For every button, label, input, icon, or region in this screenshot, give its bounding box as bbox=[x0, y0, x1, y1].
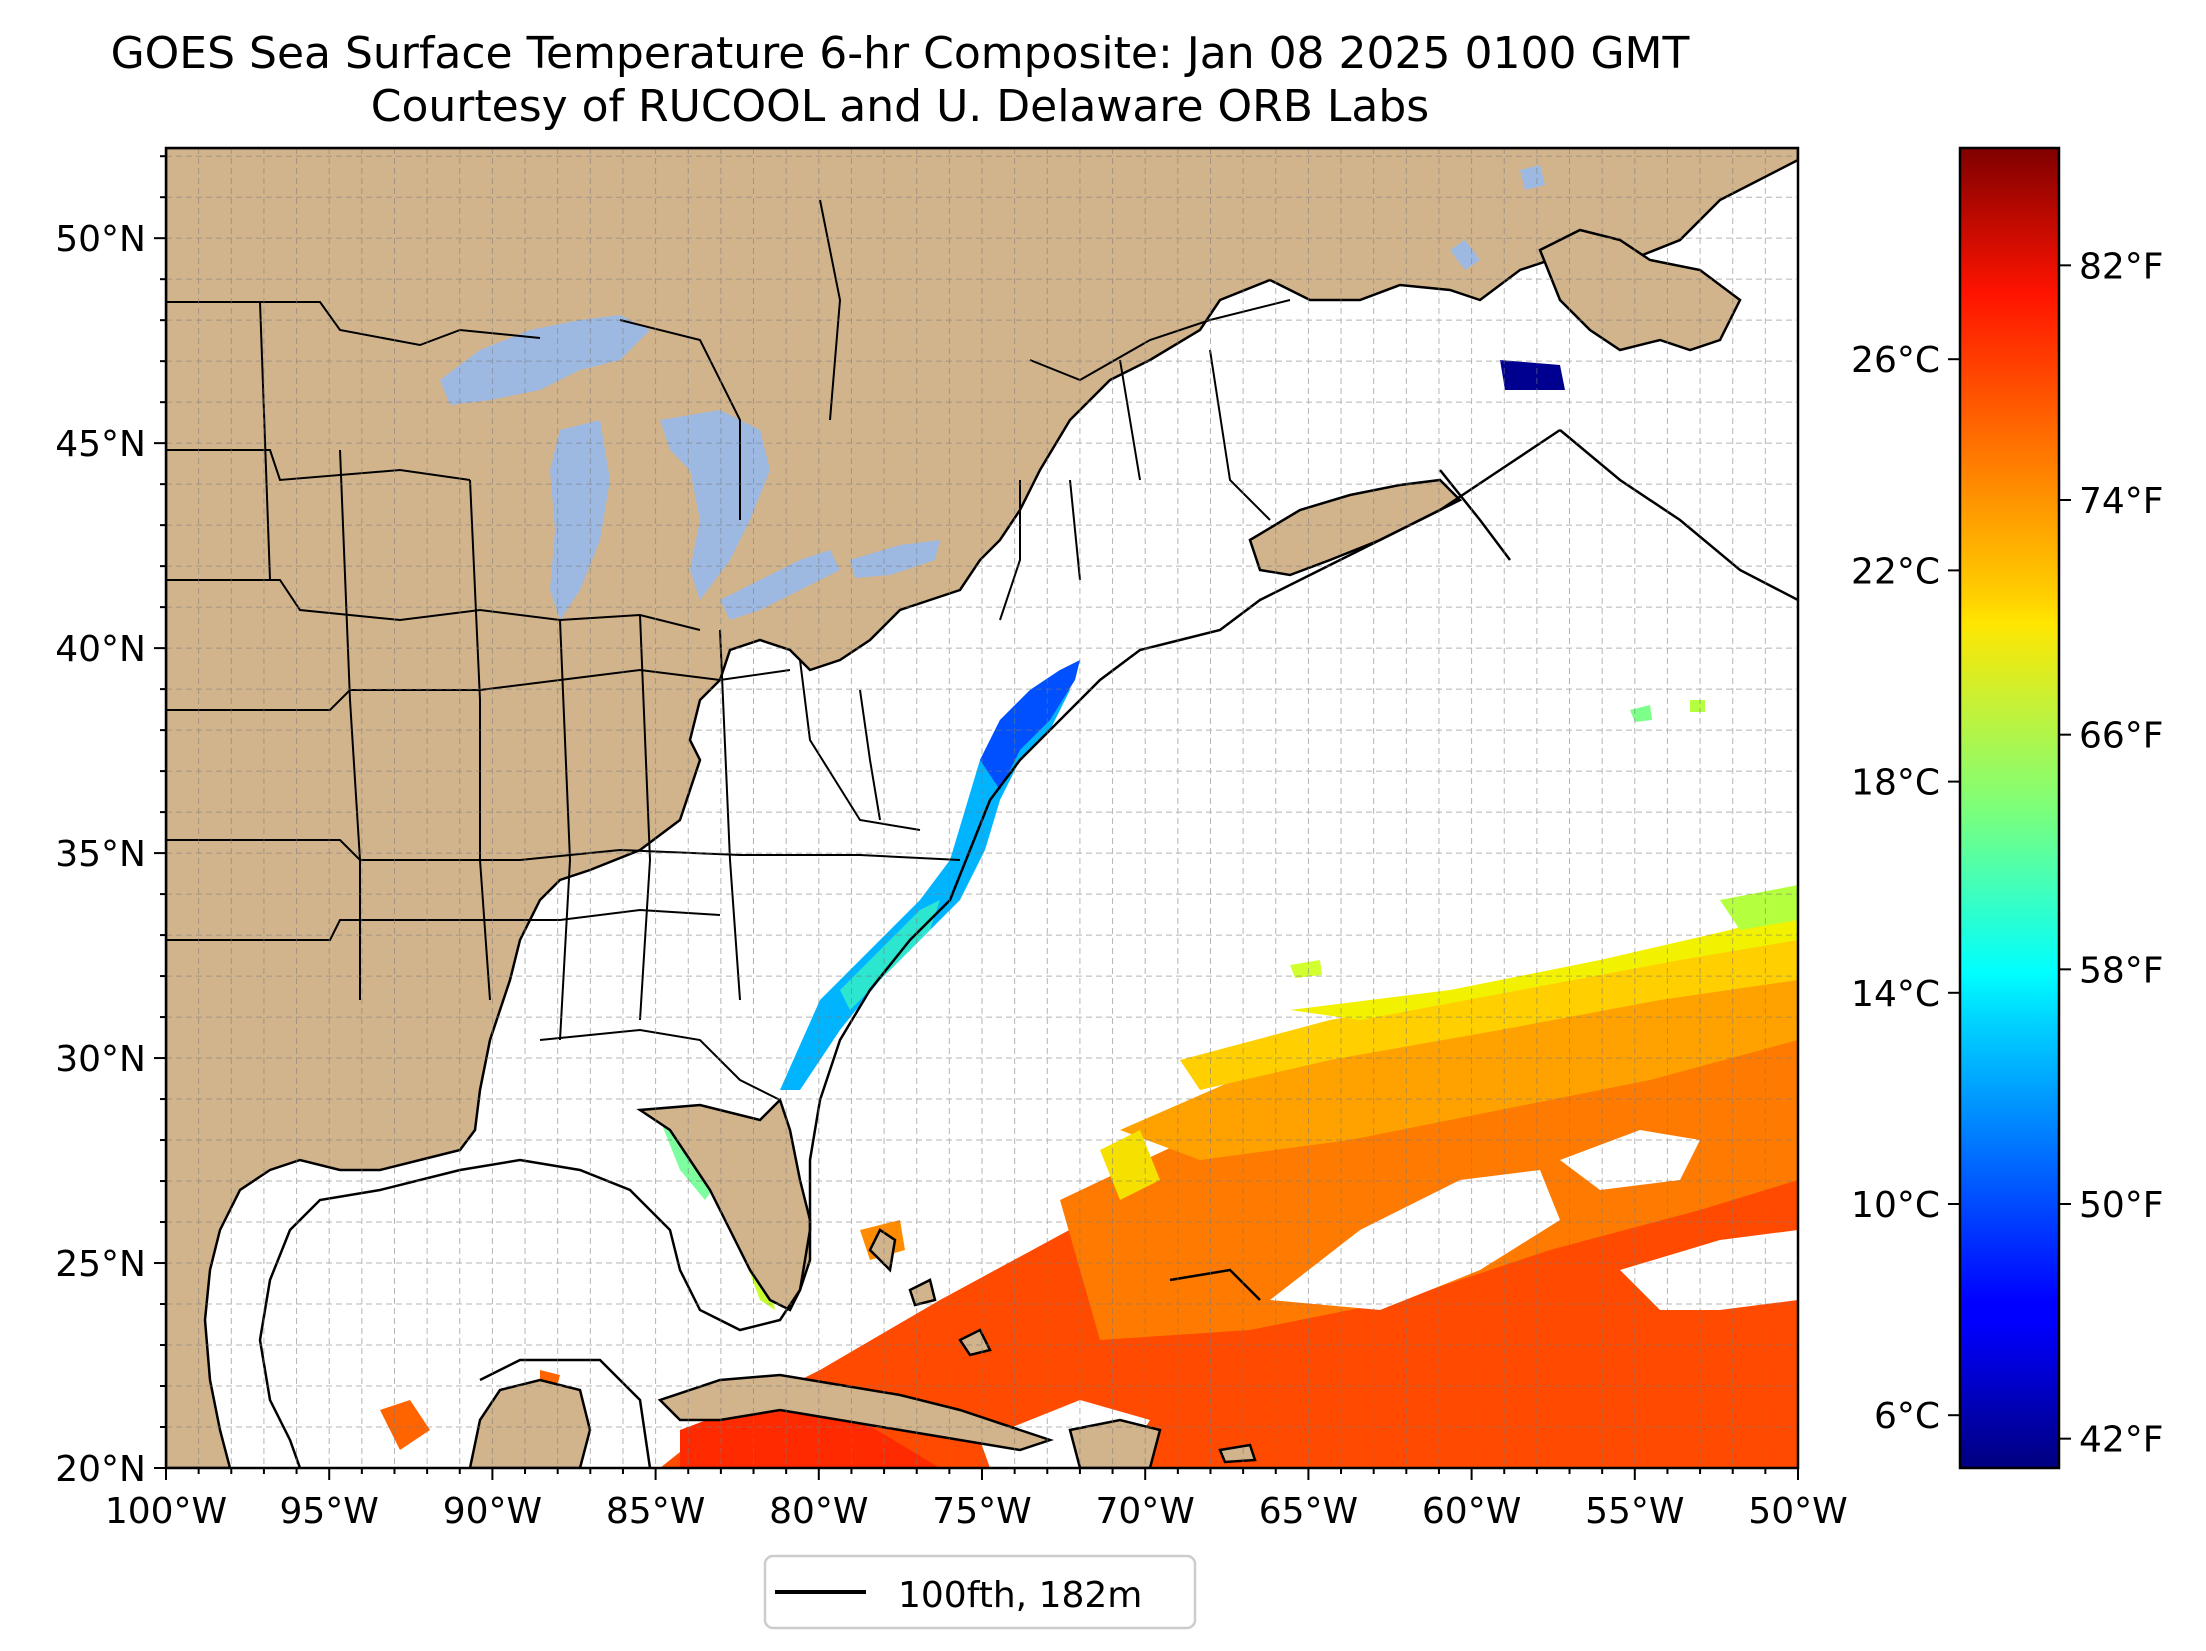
lon-tick-label: 90°W bbox=[443, 1491, 542, 1532]
colorbar-fahrenheit-axis: 42°F 50°F 58°F 66°F 74°F 82°F bbox=[2059, 246, 2164, 1461]
lon-tick-label: 80°W bbox=[769, 1491, 868, 1532]
celsius-tick-label: 22°C bbox=[1851, 551, 1940, 592]
fahrenheit-tick-label: 58°F bbox=[2079, 950, 2164, 991]
lon-tick-label: 55°W bbox=[1585, 1491, 1684, 1532]
fahrenheit-tick-label: 50°F bbox=[2079, 1185, 2164, 1226]
sst-layer bbox=[380, 245, 1798, 1468]
lat-tick-label: 25°N bbox=[55, 1244, 146, 1285]
isobath-100fth bbox=[258, 428, 1798, 1468]
lon-tick-label: 70°W bbox=[1095, 1491, 1194, 1532]
lat-tick-label: 40°N bbox=[55, 629, 146, 670]
celsius-tick-label: 14°C bbox=[1851, 974, 1940, 1015]
lat-tick-label: 20°N bbox=[55, 1449, 146, 1490]
lat-tick-label: 45°N bbox=[55, 424, 146, 465]
lon-tick-label: 85°W bbox=[606, 1491, 705, 1532]
legend-label: 100fth, 182m bbox=[898, 1575, 1142, 1616]
colorbar bbox=[1958, 146, 2061, 1470]
title-line-1: GOES Sea Surface Temperature 6-hr Compos… bbox=[110, 28, 1690, 79]
lat-tick-label: 50°N bbox=[55, 219, 146, 260]
fahrenheit-tick-label: 82°F bbox=[2079, 246, 2164, 287]
lat-tick-label: 30°N bbox=[55, 1039, 146, 1080]
colorbar-celsius-axis: 6°C 10°C 14°C 18°C 22°C 26°C bbox=[1851, 340, 1960, 1437]
fahrenheit-tick-label: 42°F bbox=[2079, 1420, 2164, 1461]
lon-tick-label: 95°W bbox=[279, 1491, 378, 1532]
lon-tick-label: 75°W bbox=[932, 1491, 1031, 1532]
title-line-2: Courtesy of RUCOOL and U. Delaware ORB L… bbox=[370, 81, 1430, 132]
celsius-tick-label: 6°C bbox=[1874, 1396, 1940, 1437]
fahrenheit-tick-label: 74°F bbox=[2079, 481, 2164, 522]
lon-tick-label: 100°W bbox=[105, 1491, 227, 1532]
map-area bbox=[166, 148, 1798, 1468]
longitude-axis: 100°W 95°W 90°W 85°W 80°W 75°W 70°W 65°W 60°W 55°… bbox=[105, 1468, 1848, 1532]
gridlines bbox=[166, 148, 1798, 1468]
celsius-tick-label: 10°C bbox=[1851, 1185, 1940, 1226]
lon-tick-label: 50°W bbox=[1748, 1491, 1847, 1532]
legend-box bbox=[763, 1554, 1197, 1630]
lon-tick-label: 65°W bbox=[1259, 1491, 1358, 1532]
lat-tick-label: 35°N bbox=[55, 834, 146, 875]
legend: 100fth, 182m bbox=[763, 1554, 1197, 1630]
fahrenheit-tick-label: 66°F bbox=[2079, 716, 2164, 757]
celsius-tick-label: 26°C bbox=[1851, 340, 1940, 381]
latitude-axis: 50°N 45°N 40°N 35°N 30°N 25°N 20°N bbox=[55, 155, 166, 1490]
celsius-tick-label: 18°C bbox=[1851, 763, 1940, 804]
lon-tick-label: 60°W bbox=[1422, 1491, 1521, 1532]
